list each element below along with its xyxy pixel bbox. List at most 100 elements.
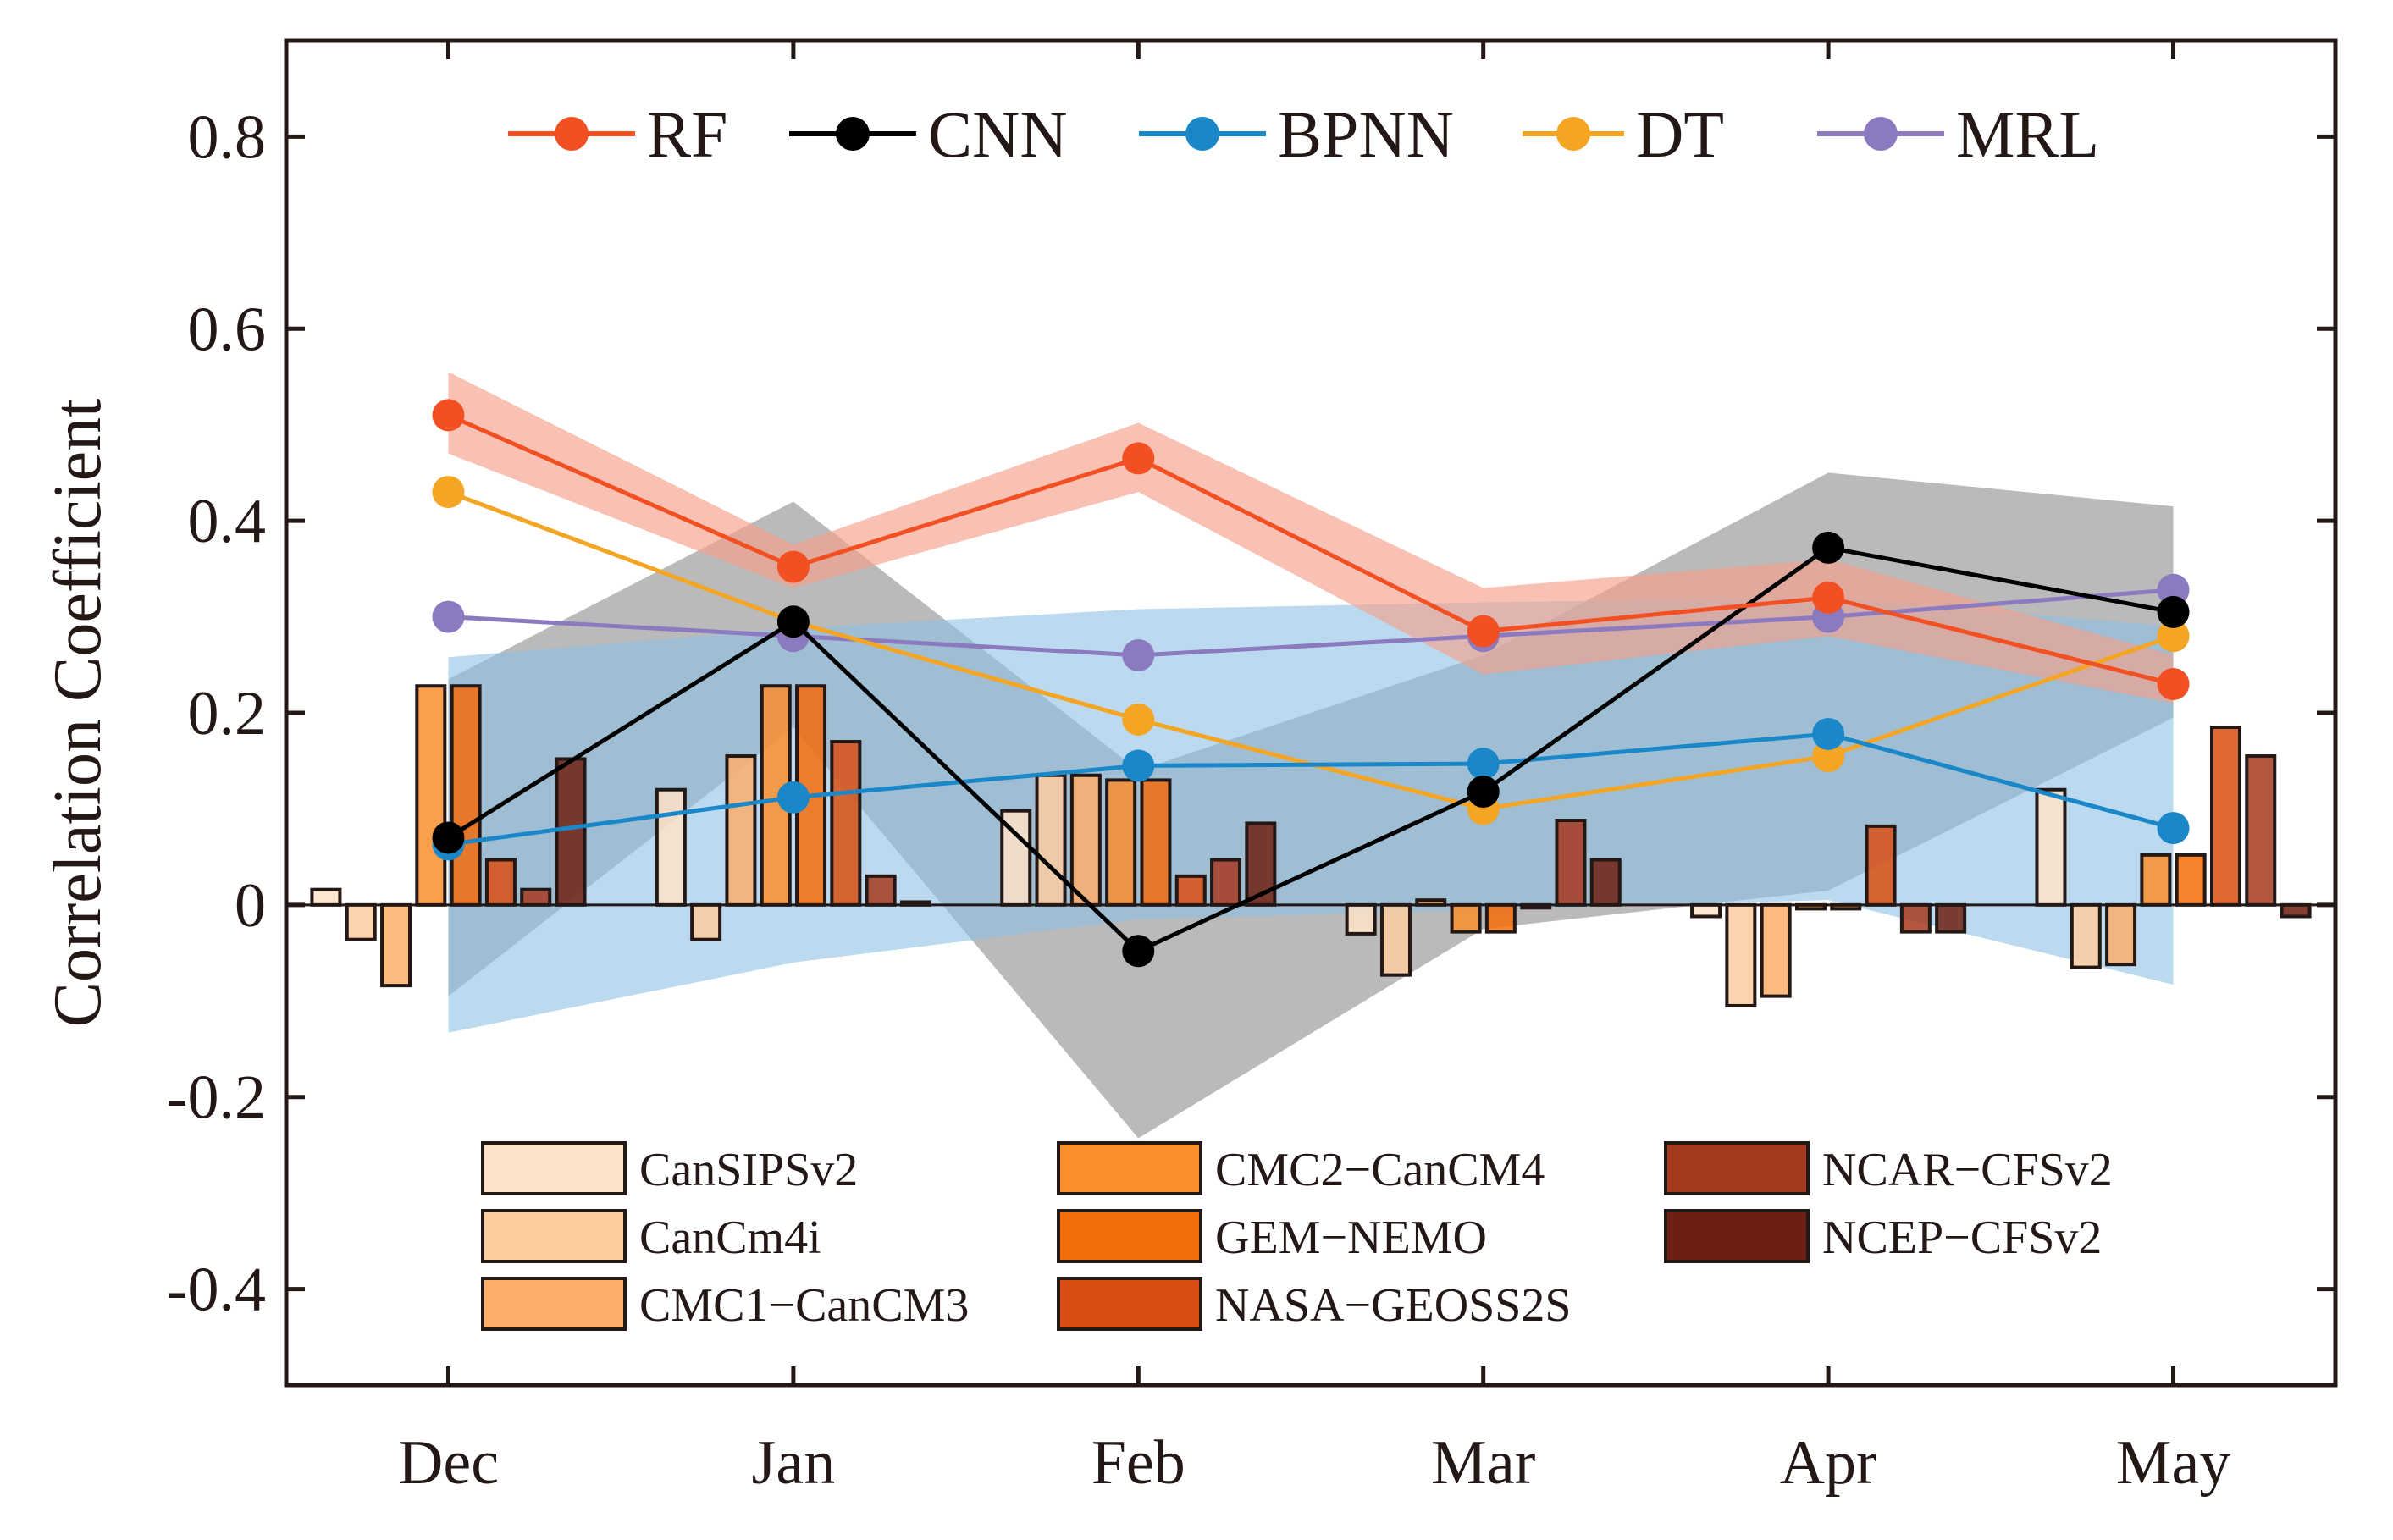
bar-cmc1-cancm3-mar xyxy=(1415,898,1447,907)
bar-ncep-cfsv2-jan xyxy=(899,900,931,907)
y-tick-label: 0.2 xyxy=(188,679,267,748)
bar-nasa-geoss2s-apr xyxy=(1865,824,1897,907)
legend-label-mrl: MRL xyxy=(1956,97,2099,171)
mrl-point-may xyxy=(2157,573,2190,606)
legend-label-bpnn: BPNN xyxy=(1278,97,1454,171)
legend-swatch-cmc1-cancm3 xyxy=(481,1277,627,1331)
cnn-line xyxy=(447,545,2174,953)
rf-point-jan xyxy=(776,550,810,583)
cnn-point-mar xyxy=(1467,776,1500,809)
bar-ncep-cfsv2-apr xyxy=(1935,902,1967,934)
legend-swatch-cmc2-cancm4 xyxy=(1057,1141,1202,1195)
bar-legend: CanSIPSv2 CanCm4i CMC1−CanCM3 CMC2−CanCM4 GE… xyxy=(481,1141,2113,1332)
legend-marker-cnn xyxy=(836,117,870,151)
bar-ncar-cfsv2-feb xyxy=(1210,858,1242,907)
bar-gem-nemo-mar xyxy=(1484,902,1517,934)
y-tick-label: 0.4 xyxy=(188,487,267,556)
bar-nasa-geoss2s-dec xyxy=(484,858,517,907)
dt-point-dec xyxy=(432,476,465,509)
bar-ncep-cfsv2-mar xyxy=(1589,858,1622,907)
bar-nasa-geoss2s-feb xyxy=(1174,874,1207,907)
legend-item-rf: RF xyxy=(508,97,727,171)
bar-ncar-cfsv2-dec xyxy=(520,887,552,907)
bar-cansipsv2-may xyxy=(2035,787,2067,907)
bpnn-point-may xyxy=(2157,812,2190,845)
cnn-point-jan xyxy=(776,605,810,638)
legend-label-cmc2-cancm4: CMC2−CanCM4 xyxy=(1215,1144,1545,1196)
legend-label-nasa-geoss2s: NASA−GEOSS2S xyxy=(1215,1279,1572,1332)
legend-item-ncep-cfsv2: NCEP−CFSv2 xyxy=(1664,1209,2102,1264)
bar-nasa-geoss2s-may xyxy=(2209,726,2241,907)
legend-item-ncar-cfsv2: NCAR−CFSv2 xyxy=(1664,1141,2113,1196)
legend-item-cnn: CNN xyxy=(789,97,1068,171)
bar-nasa-geoss2s-jan xyxy=(830,740,862,907)
bar-ncar-cfsv2-jan xyxy=(865,874,897,907)
dt-point-feb xyxy=(1122,703,1155,736)
y-axis-title: Correlation Coefficient xyxy=(41,399,115,1028)
legend-label-cmc1-cancm3: CMC1−CanCM3 xyxy=(639,1279,969,1332)
bpnn-point-feb xyxy=(1122,749,1155,782)
legend-label-gem-nemo: GEM−NEMO xyxy=(1215,1212,1487,1264)
bpnn-line xyxy=(448,731,2175,847)
legend-swatch-ncep-cfsv2 xyxy=(1664,1209,1810,1263)
legend-item-mrl: MRL xyxy=(1817,97,2099,171)
legend-marker-rf xyxy=(555,117,589,151)
mrl-point-feb xyxy=(1122,638,1155,671)
dt-point-apr xyxy=(1812,740,1845,773)
x-tick-label-apr: Apr xyxy=(1780,1428,1877,1498)
legend-item-cmc2-cancm4: CMC2−CanCM4 xyxy=(1057,1141,1545,1196)
prediction-lines xyxy=(432,399,2190,968)
bar-gem-nemo-may xyxy=(2175,853,2207,907)
y-tick-label: -0.2 xyxy=(167,1063,266,1133)
bar-gem-nemo-feb xyxy=(1140,778,1172,907)
bar-cmc2-cancm4-dec xyxy=(415,684,447,907)
legend-swatch-gem-nemo xyxy=(1057,1209,1202,1263)
legend-swatch-cancm4i xyxy=(481,1209,627,1263)
cnn-point-apr xyxy=(1812,531,1845,564)
rf-point-may xyxy=(2157,667,2190,700)
bar-cmc1-cancm3-dec xyxy=(380,902,412,988)
y-axis: -0.4 -0.2 0 0.2 0.4 0.6 0.8 xyxy=(167,102,2335,1325)
bar-ncar-cfsv2-mar xyxy=(1555,819,1587,907)
bar-cansipsv2-mar xyxy=(1345,902,1377,936)
bar-ncep-cfsv2-dec xyxy=(555,757,587,907)
y-tick-label: -0.4 xyxy=(167,1256,266,1325)
bar-cmc2-cancm4-may xyxy=(2140,853,2172,907)
bar-cancm4i-jan xyxy=(690,902,722,941)
bpnn-point-jan xyxy=(776,781,810,814)
x-tick-label-dec: Dec xyxy=(398,1428,499,1498)
rf-point-mar xyxy=(1467,615,1500,648)
legend-item-cancm4i: CanCm4i xyxy=(481,1209,821,1264)
bar-cansipsv2-apr xyxy=(1690,902,1722,919)
legend-label-dt: DT xyxy=(1636,97,1724,171)
line-legend: RF CNN BPNN DT MRL xyxy=(508,97,2099,171)
bar-cancm4i-mar xyxy=(1379,902,1412,977)
rf-line xyxy=(447,413,2175,687)
legend-item-cmc1-cancm3: CMC1−CanCM3 xyxy=(481,1277,969,1332)
legend-label-ncar-cfsv2: NCAR−CFSv2 xyxy=(1822,1144,2113,1196)
x-tick-label-mar: Mar xyxy=(1431,1428,1535,1498)
bar-gem-nemo-dec xyxy=(450,684,482,907)
bar-cmc2-cancm4-apr xyxy=(1794,902,1827,911)
legend-label-rf: RF xyxy=(647,97,727,171)
bpnn-point-apr xyxy=(1812,717,1845,750)
rf-point-feb xyxy=(1122,442,1155,475)
bar-cancm4i-may xyxy=(2070,902,2102,969)
dt-point-may xyxy=(2157,620,2190,653)
rf-point-apr xyxy=(1812,581,1845,614)
cnn-point-may xyxy=(2157,595,2190,628)
bpnn-point-mar xyxy=(1467,748,1500,781)
bar-gem-nemo-apr xyxy=(1830,902,1862,911)
legend-swatch-cansipsv2 xyxy=(481,1141,627,1195)
bar-cansipsv2-jan xyxy=(655,787,687,907)
y-tick-label: 0.6 xyxy=(188,295,267,364)
bar-cmc2-cancm4-feb xyxy=(1105,778,1137,907)
bar-nasa-geoss2s-mar xyxy=(1520,902,1552,910)
cnn-point-feb xyxy=(1122,935,1155,968)
y-tick-label: 0.8 xyxy=(188,102,267,172)
bar-ncep-cfsv2-may xyxy=(2280,902,2312,919)
mrl-point-dec xyxy=(432,600,465,633)
bar-ncar-cfsv2-apr xyxy=(1899,902,1932,934)
legend-marker-dt xyxy=(1556,117,1590,151)
